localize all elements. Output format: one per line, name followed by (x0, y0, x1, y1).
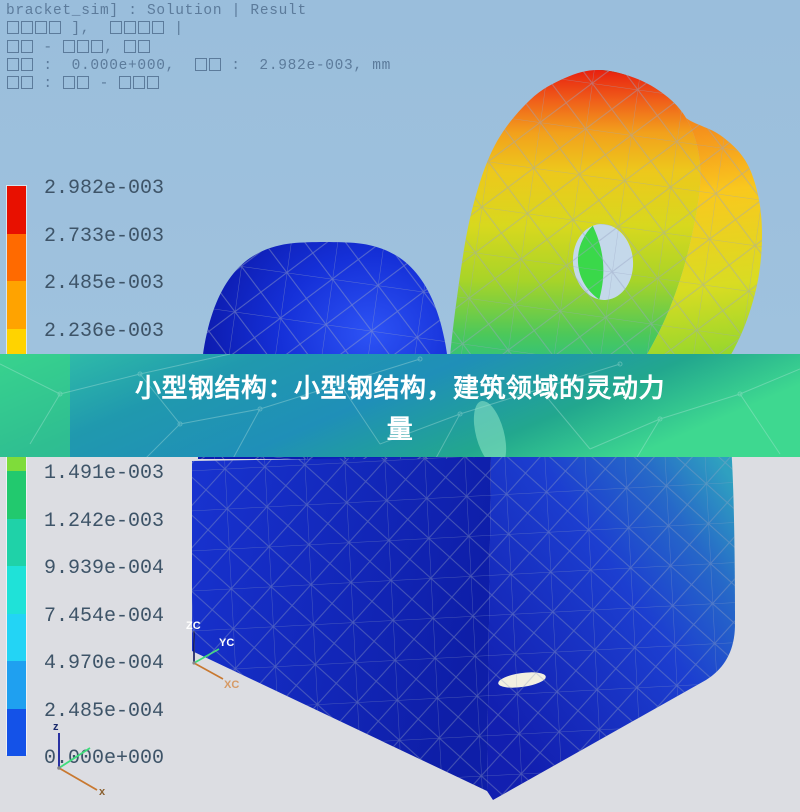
svg-text:XC: XC (224, 679, 239, 691)
